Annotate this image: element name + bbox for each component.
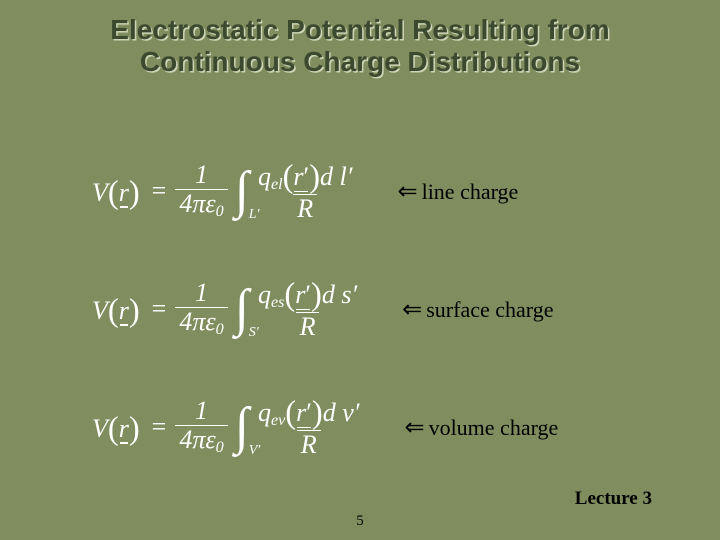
lecture-label: Lecture 3 bbox=[575, 488, 652, 510]
label-volume-charge: ⇐volume charge bbox=[404, 413, 558, 442]
title-line-2: Continuous Charge Distributions bbox=[0, 46, 720, 78]
page-number: 5 bbox=[356, 513, 364, 530]
equation-line-charge: V(r) = 1 4πε0 ∫L′ qel(r′)d l′ R ⇐line ch… bbox=[92, 152, 652, 230]
equation-volume-charge: V(r) = 1 4πε0 ∫V′ qev(r′)d v′ R ⇐volume … bbox=[92, 388, 652, 466]
arrow-icon: ⇐ bbox=[397, 179, 417, 205]
label-surface-charge: ⇐surface charge bbox=[402, 295, 553, 324]
slide-title: Electrostatic Potential Resulting from C… bbox=[0, 0, 720, 78]
equations-block: V(r) = 1 4πε0 ∫L′ qel(r′)d l′ R ⇐line ch… bbox=[92, 152, 652, 506]
formula-volume: V(r) = 1 4πε0 ∫V′ qev(r′)d v′ R bbox=[92, 394, 366, 459]
formula-surface: V(r) = 1 4πε0 ∫S′ qes(r′)d s′ R bbox=[92, 276, 364, 341]
formula-line: V(r) = 1 4πε0 ∫L′ qel(r′)d l′ R bbox=[92, 158, 359, 223]
label-line-charge: ⇐line charge bbox=[397, 177, 518, 206]
arrow-icon: ⇐ bbox=[404, 415, 424, 441]
equation-surface-charge: V(r) = 1 4πε0 ∫S′ qes(r′)d s′ R ⇐surface… bbox=[92, 270, 652, 348]
title-line-1: Electrostatic Potential Resulting from bbox=[0, 14, 720, 46]
arrow-icon: ⇐ bbox=[402, 297, 422, 323]
